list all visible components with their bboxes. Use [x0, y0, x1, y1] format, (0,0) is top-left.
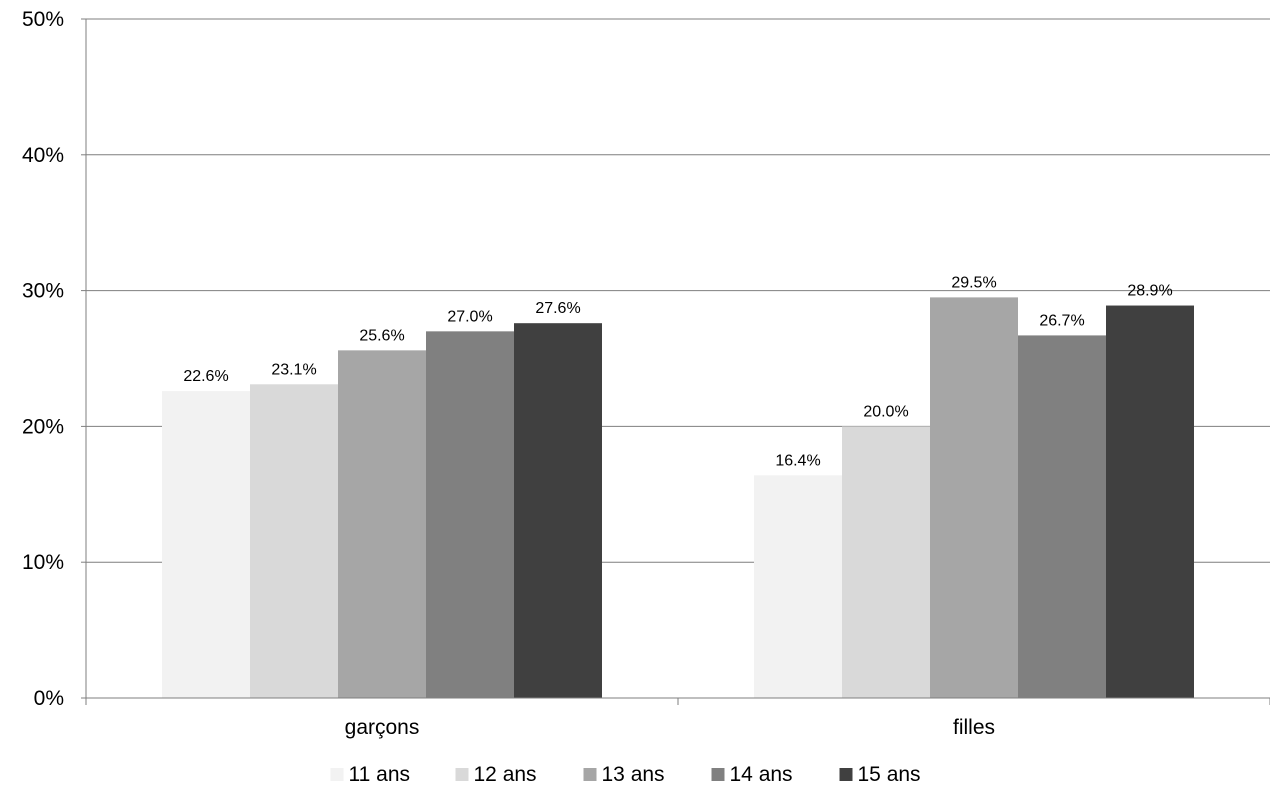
- bar: [1106, 305, 1194, 698]
- data-label: 25.6%: [359, 327, 404, 344]
- bars: [162, 297, 1194, 698]
- y-tick-label: 10%: [22, 551, 64, 574]
- bar: [930, 297, 1018, 698]
- data-labels: 22.6% 23.1% 25.6% 27.0% 27.6% 16.4% 20.0% 29.5%…: [183, 274, 1172, 469]
- x-axis-categories: garçons filles: [345, 716, 995, 739]
- axes: [85, 19, 1270, 705]
- data-label: 26.7%: [1039, 312, 1084, 329]
- y-tick-label: 30%: [22, 280, 64, 303]
- bar: [426, 331, 514, 698]
- data-label: 22.6%: [183, 368, 228, 385]
- bar: [1018, 335, 1106, 698]
- legend-swatch: [711, 768, 725, 781]
- legend-label: 13 ans: [602, 763, 665, 786]
- bar: [250, 384, 338, 698]
- category-label: filles: [953, 716, 995, 739]
- legend-label: 11 ans: [349, 763, 411, 786]
- data-label: 29.5%: [951, 274, 996, 291]
- legend-label: 14 ans: [730, 763, 793, 786]
- category-label: garçons: [345, 716, 420, 739]
- legend-swatch: [839, 768, 853, 781]
- data-label: 27.0%: [447, 308, 492, 325]
- bar: [514, 323, 602, 698]
- bar: [162, 391, 250, 698]
- bar: [338, 350, 426, 698]
- legend-swatch: [455, 768, 469, 781]
- legend-swatch: [583, 768, 597, 781]
- y-tick-label: 20%: [22, 415, 64, 438]
- legend-label: 12 ans: [474, 763, 537, 786]
- data-label: 28.9%: [1127, 283, 1172, 300]
- y-tick-label: 40%: [22, 144, 64, 167]
- data-label: 23.1%: [271, 361, 316, 378]
- legend-swatch: [330, 768, 344, 781]
- bar: [754, 475, 842, 698]
- y-tick-label: 50%: [22, 8, 64, 31]
- legend: 11 ans 12 ans 13 ans 14 ans 15 ans: [330, 763, 921, 786]
- y-axis-ticks: 0% 10% 20% 30% 40% 50%: [22, 8, 86, 710]
- y-tick-label: 0%: [34, 687, 64, 710]
- data-label: 20.0%: [863, 403, 908, 420]
- data-label: 27.6%: [535, 300, 580, 317]
- legend-label: 15 ans: [858, 763, 921, 786]
- data-label: 16.4%: [775, 452, 820, 469]
- bar: [842, 426, 930, 698]
